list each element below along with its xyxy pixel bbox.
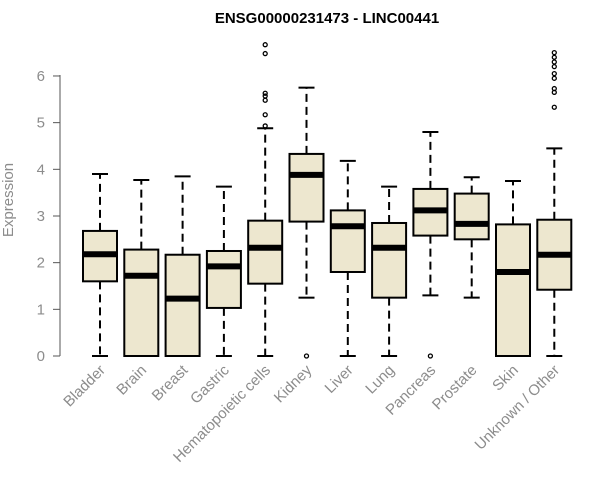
x-tick-label: Lung — [362, 362, 398, 398]
outlier-point — [551, 63, 557, 70]
x-tick-label: Breast — [149, 361, 192, 404]
outlier-point — [551, 59, 557, 65]
iqr-box — [495, 223, 531, 357]
outlier-point — [551, 75, 557, 81]
y-tick-label: 5 — [37, 115, 45, 132]
outlier-point — [551, 49, 557, 56]
outlier-point — [262, 112, 268, 118]
iqr-box — [205, 249, 242, 309]
box-lung — [371, 185, 408, 357]
iqr-box — [371, 221, 408, 299]
x-tick-label: Prostate — [429, 362, 481, 414]
x-tick-label: Liver — [322, 362, 357, 397]
y-axis-ticks: 0 1 2 3 4 5 6 — [37, 68, 60, 365]
y-tick-label: 3 — [37, 208, 45, 225]
outlier-point — [262, 93, 268, 99]
iqr-box — [329, 209, 366, 273]
outlier-point — [551, 54, 557, 60]
x-tick-label: Skin — [489, 362, 522, 395]
outlier-point — [551, 85, 557, 92]
x-tick-label: Bladder — [60, 362, 109, 411]
box-hematopoietic-cells — [247, 42, 284, 357]
boxes-group — [82, 42, 573, 359]
outlier-point — [427, 353, 434, 359]
box-kidney — [288, 86, 325, 359]
iqr-box — [288, 152, 325, 223]
outlier-point — [262, 97, 268, 103]
y-axis-label: Expression — [0, 163, 17, 237]
outlier-point — [551, 104, 557, 110]
box-pancreas — [412, 130, 449, 359]
iqr-box — [164, 253, 201, 358]
y-tick-label: 4 — [37, 161, 45, 178]
chart-title: ENSG00000231473 - LINC00441 — [215, 10, 439, 27]
x-tick-label: Kidney — [271, 361, 316, 406]
iqr-box — [123, 248, 160, 358]
y-tick-label: 1 — [37, 301, 45, 318]
box-unknown-other — [536, 49, 573, 357]
outlier-point — [303, 353, 310, 359]
box-liver — [329, 159, 366, 357]
box-gastric — [205, 185, 242, 357]
iqr-box — [453, 192, 490, 241]
outlier-point — [551, 70, 557, 77]
box-breast — [164, 175, 201, 358]
y-tick-label: 2 — [37, 255, 45, 272]
iqr-box — [247, 219, 284, 285]
box-skin — [495, 179, 531, 357]
box-brain — [123, 179, 160, 358]
x-tick-label: Brain — [113, 362, 150, 399]
outlier-point — [262, 50, 268, 57]
box-bladder — [82, 172, 118, 357]
outlier-point — [262, 123, 268, 129]
y-tick-label: 0 — [37, 348, 45, 365]
y-tick-label: 6 — [37, 68, 45, 85]
box-prostate — [453, 176, 490, 299]
outlier-point — [262, 42, 268, 48]
outlier-point — [262, 90, 268, 96]
